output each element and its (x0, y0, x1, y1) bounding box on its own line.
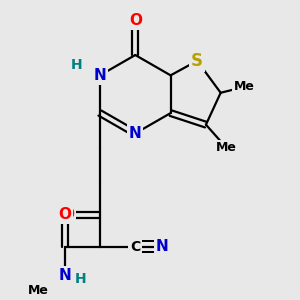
Text: H: H (75, 272, 87, 286)
Text: H: H (70, 58, 82, 72)
Text: Me: Me (216, 141, 237, 154)
Text: O: O (58, 207, 71, 222)
Text: Me: Me (234, 80, 255, 94)
Text: N: N (155, 239, 168, 254)
Text: C: C (130, 240, 140, 254)
Text: N: N (129, 126, 142, 141)
Text: N: N (58, 268, 71, 283)
Text: Me: Me (28, 284, 49, 297)
Text: O: O (61, 207, 74, 222)
Text: N: N (94, 68, 106, 83)
Text: S: S (191, 52, 203, 70)
Text: O: O (129, 13, 142, 28)
